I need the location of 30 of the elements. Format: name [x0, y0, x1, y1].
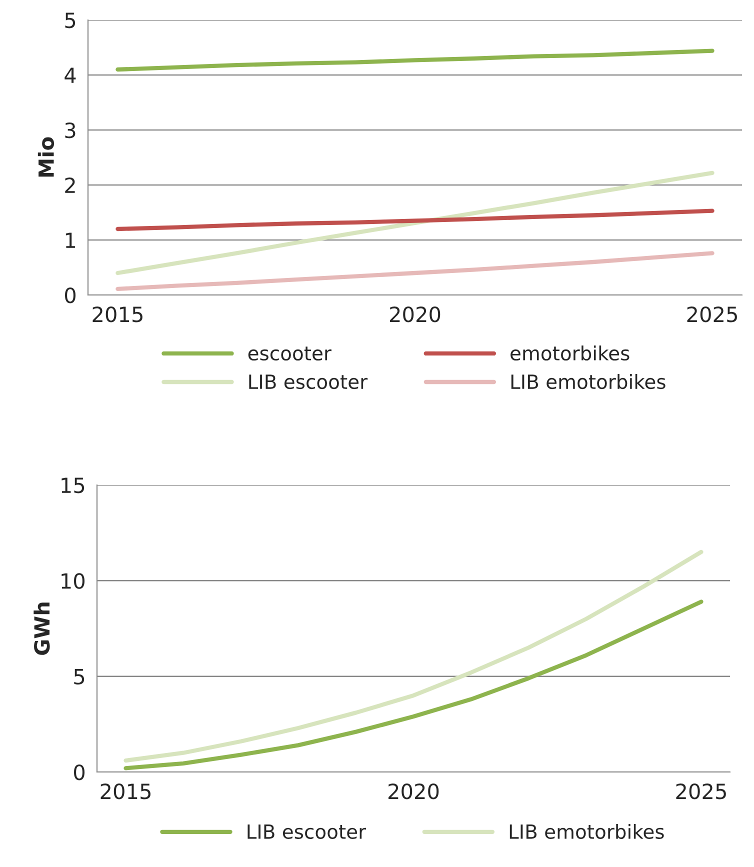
x-tick-label: 2015: [92, 306, 142, 322]
x-tick-label: 2020: [388, 783, 439, 800]
legend-label: LIB escooter: [249, 374, 368, 390]
y-tick-label: 10: [62, 573, 85, 589]
line-series: [116, 251, 714, 292]
y-axis-title: Mio: [38, 137, 54, 177]
y-tick-label: 2: [65, 177, 75, 193]
y-tick-label: 5: [65, 12, 76, 28]
y-tick-label: 1: [66, 232, 75, 248]
x-tick-label: 2020: [390, 306, 440, 322]
x-tick-label: 2015: [100, 783, 150, 800]
y-tick-label: 4: [64, 68, 76, 83]
legend-label: LIB emotorbikes: [511, 374, 666, 390]
legend-label: LIB emotorbikes: [510, 824, 664, 839]
y-tick-label: 15: [62, 478, 84, 494]
y-tick-label: 3: [65, 122, 76, 138]
y-tick-label: 5: [74, 669, 84, 685]
x-tick-label: 2025: [676, 783, 726, 800]
line-series: [116, 48, 714, 72]
y-axis-title: GWh: [34, 602, 50, 655]
line-series: [116, 208, 714, 232]
line-series: [124, 550, 704, 763]
legend-label: escooter: [248, 346, 332, 361]
legend-label: emotorbikes: [510, 346, 630, 361]
line-series: [124, 600, 704, 770]
line-series: [116, 170, 714, 276]
y-tick-label: 0: [74, 764, 85, 780]
y-tick-label: 0: [65, 287, 76, 304]
x-tick-label: 2025: [687, 306, 737, 322]
legend-label: LIB escooter: [248, 824, 366, 839]
